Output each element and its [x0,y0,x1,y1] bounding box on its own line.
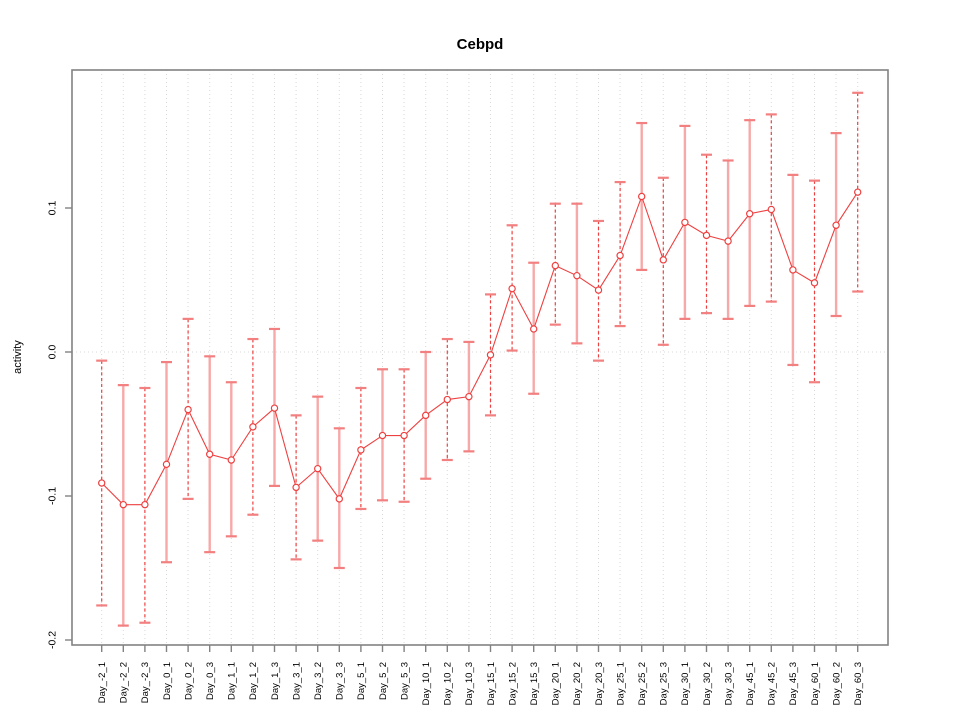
x-tick-label: Day_60_2 [831,662,842,705]
y-tick-label: -0.1 [47,487,59,505]
y-tick-label: 0.1 [47,201,59,216]
x-tick-label: Day_30_2 [702,662,713,705]
x-tick-label: Day_1_1 [227,662,238,700]
data-point [724,237,732,245]
data-point [832,221,840,229]
data-point [789,266,797,274]
data-point [227,456,235,464]
x-tick-label: Day_-2_3 [140,662,151,703]
data-point [141,500,149,509]
data-point [443,395,451,404]
data-point [119,500,128,509]
x-tick-label: Day_45_3 [788,662,799,705]
data-point [249,423,257,431]
x-tick-label: Day_3_1 [291,662,302,700]
x-tick-label: Day_30_3 [723,662,734,705]
data-point [767,205,776,214]
x-tick-label: Day_0_3 [205,662,216,700]
data-point [162,460,171,469]
x-tick-label: Day_-2_2 [119,662,130,703]
data-point [357,446,365,454]
data-point [551,261,560,270]
data-point [97,479,106,487]
data-point [854,188,862,196]
plot-box [71,69,889,646]
data-point [573,271,581,280]
series-line [101,191,859,506]
x-tick-label: Day_25_1 [615,662,626,705]
data-point [205,450,214,458]
x-tick-label: Day_20_3 [594,662,605,705]
x-tick-label: Day_15_1 [486,662,497,705]
x-tick-label: Day_-2_1 [97,662,108,703]
data-point [400,431,408,440]
data-point [378,431,387,440]
x-tick-label: Day_25_2 [637,662,648,705]
data-point [422,411,430,420]
y-tick-label: 0.0 [47,345,59,360]
data-point [616,251,624,260]
y-tick-label: -0.2 [47,631,59,649]
x-tick-label: Day_25_3 [659,662,670,705]
x-tick-label: Day_60_3 [853,662,864,705]
x-tick-label: Day_0_2 [183,662,194,700]
data-point [465,392,473,401]
data-point [270,404,279,412]
data-point [335,495,343,503]
x-tick-label: Day_45_2 [767,662,778,705]
data-point [810,279,819,287]
x-tick-label: Day_20_2 [572,662,583,705]
data-point [508,284,516,293]
x-tick-label: Day_1_3 [270,662,281,700]
x-tick-label: Day_15_3 [529,662,540,705]
x-tick-label: Day_5_1 [356,662,367,700]
x-tick-label: Day_0_1 [162,662,173,700]
x-tick-label: Day_60_1 [810,662,821,705]
chart-title: Cebpd [456,36,504,53]
data-point [314,464,322,473]
data-point [486,351,495,359]
data-point [184,405,192,414]
x-tick-label: Day_30_1 [680,662,691,705]
data-point [638,192,646,201]
x-tick-label: Day_10_3 [464,662,475,705]
x-tick-label: Day_5_3 [399,662,410,700]
x-tick-label: Day_1_2 [248,662,259,700]
data-point [292,483,300,492]
x-tick-label: Day_15_2 [507,662,518,705]
data-point [702,231,711,240]
x-tick-label: Day_10_1 [421,662,432,705]
x-tick-label: Day_45_1 [745,662,756,705]
x-tick-label: Day_20_1 [551,662,562,705]
x-tick-label: Day_3_2 [313,662,324,700]
data-point [530,325,538,333]
x-tick-label: Day_5_2 [378,662,389,700]
x-tick-label: Day_10_2 [443,662,454,705]
data-point [659,256,668,264]
data-point [681,218,689,227]
x-tick-label: Day_3_3 [335,662,346,700]
data-point [746,210,754,218]
data-point [594,286,603,294]
